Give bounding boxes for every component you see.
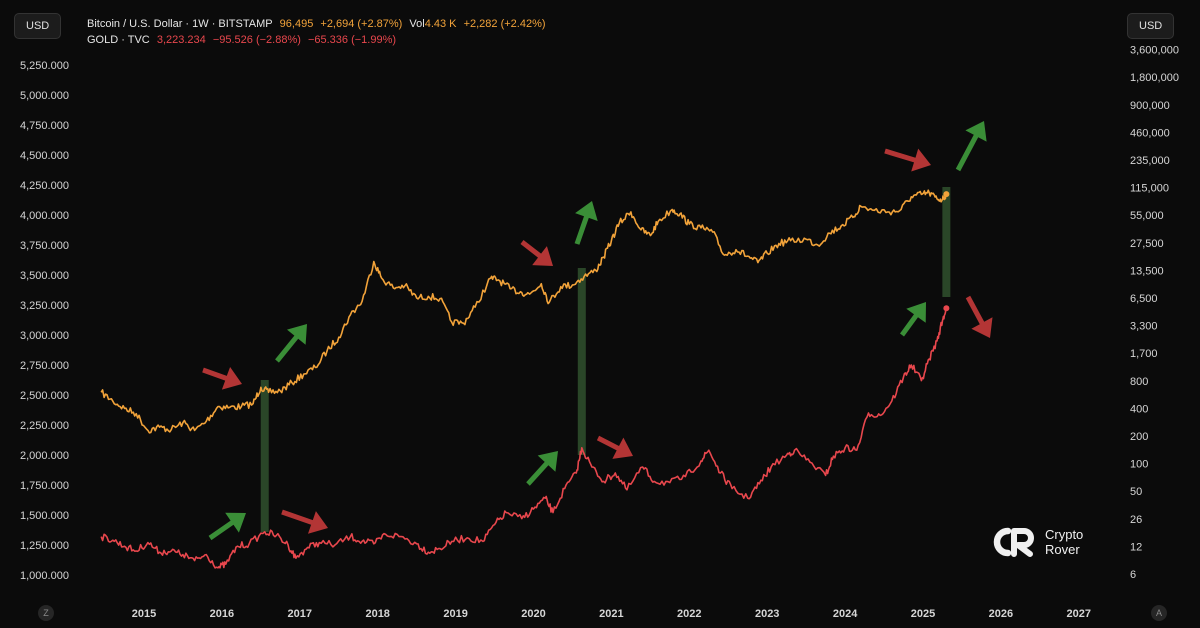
volume-value: 4.43 K xyxy=(424,18,457,30)
right-axis-tick-label: 100 xyxy=(1130,459,1148,471)
left-axis-tick-label: 1,000.000 xyxy=(20,570,69,582)
time-axis-tick-label: 2020 xyxy=(521,608,545,620)
left-price-axis: 1,000.000 1,250.000 1,500.000 1,750.000 2,00… xyxy=(20,60,69,582)
left-axis-tick-label: 2,750.000 xyxy=(20,360,69,372)
series-lines xyxy=(100,189,950,569)
left-axis-tick-label: 3,000.000 xyxy=(20,330,69,342)
legend-btc[interactable]: Bitcoin / U.S. Dollar · 1W · BITSTAMP 96… xyxy=(87,16,550,32)
left-axis-tick-label: 2,500.000 xyxy=(20,390,69,402)
right-axis-tick-label: 6,500 xyxy=(1130,293,1158,305)
btc-change: +2,694 (+2.87%) xyxy=(320,18,403,30)
right-axis-tick-label: 800 xyxy=(1130,376,1148,388)
time-axis-tick-label: 2015 xyxy=(132,608,156,620)
time-axis-tick-label: 2018 xyxy=(365,608,389,620)
gold-last-price-dot xyxy=(943,305,950,312)
left-axis-tick-label: 3,250.000 xyxy=(20,300,69,312)
left-axis-tick-label: 3,500.000 xyxy=(20,270,69,282)
time-axis-tick-label: 2027 xyxy=(1067,608,1091,620)
volume-label: Vol xyxy=(409,18,425,30)
left-axis-tick-label: 1,500.000 xyxy=(20,510,69,522)
right-axis-tick-label: 50 xyxy=(1130,486,1142,498)
left-axis-tick-label: 1,250.000 xyxy=(20,540,69,552)
green-arrow-icon xyxy=(526,451,558,486)
left-axis-tick-label: 2,000.000 xyxy=(20,450,69,462)
time-axis-tick-label: 2023 xyxy=(755,608,779,620)
zoom-toggle-button[interactable]: Z xyxy=(38,605,54,621)
green-arrow-icon xyxy=(574,201,598,245)
bitcoin-price-line xyxy=(100,189,948,434)
highlight-bar xyxy=(577,268,586,455)
left-axis-tick-label: 1,750.000 xyxy=(20,480,69,492)
bitcoin-last-price-dot xyxy=(943,191,950,198)
btc-symbol-name: Bitcoin / U.S. Dollar · 1W · BITSTAMP xyxy=(87,18,273,30)
red-arrow-icon xyxy=(884,148,931,172)
right-axis-tick-label: 12 xyxy=(1130,541,1142,553)
red-arrow-icon xyxy=(520,240,553,266)
right-price-axis: 6 12 26 50 100 200 400 800 1,700 3,300 6,500 13,500… xyxy=(1130,45,1179,581)
right-axis-tick-label: 900,000 xyxy=(1130,100,1170,112)
green-arrow-icon xyxy=(955,121,987,172)
left-axis-tick-label: 5,250.000 xyxy=(20,60,69,72)
highlight-bars xyxy=(260,187,951,532)
red-arrow-icon xyxy=(965,295,993,338)
left-axis-tick-label: 4,000.000 xyxy=(20,210,69,222)
left-axis-tick-label: 5,000.000 xyxy=(20,90,69,102)
watermark-text: Crypto Rover xyxy=(1045,527,1083,557)
right-axis-tick-label: 27,500 xyxy=(1130,238,1164,250)
crypto-rover-watermark: Crypto Rover xyxy=(992,527,1083,557)
green-arrow-icon xyxy=(275,324,307,363)
highlight-bar xyxy=(260,380,269,532)
red-arrow-icon xyxy=(596,435,633,459)
time-axis-tick-label: 2019 xyxy=(443,608,467,620)
btc-price: 96,495 xyxy=(279,18,314,30)
gold-change-secondary: −65.336 (−1.99%) xyxy=(307,34,397,46)
right-axis-tick-label: 1,800,000 xyxy=(1130,72,1179,84)
right-axis-tick-label: 115,000 xyxy=(1130,183,1169,195)
right-axis-tick-label: 235,000 xyxy=(1130,155,1170,167)
right-scale-currency-button[interactable]: USD xyxy=(1127,13,1175,39)
time-axis-tick-label: 2025 xyxy=(911,608,935,620)
right-axis-tick-label: 400 xyxy=(1130,403,1148,415)
time-axis-tick-label: 2021 xyxy=(599,608,623,620)
legend-gold[interactable]: GOLD · TVC 3,223.234 −95.526 (−2.88%) −6… xyxy=(87,32,550,48)
left-axis-tick-label: 3,750.000 xyxy=(20,240,69,252)
left-axis-tick-label: 2,250.000 xyxy=(20,420,69,432)
right-axis-tick-label: 55,000 xyxy=(1130,210,1164,222)
right-axis-tick-label: 6 xyxy=(1130,569,1136,581)
green-arrow-icon xyxy=(208,512,246,541)
auto-scale-button[interactable]: A xyxy=(1151,605,1167,621)
left-axis-tick-label: 4,500.000 xyxy=(20,150,69,162)
gold-price-line xyxy=(100,307,947,569)
left-scale-currency-button[interactable]: USD xyxy=(14,13,62,39)
watermark-line-2: Rover xyxy=(1045,542,1080,557)
right-axis-tick-label: 26 xyxy=(1130,514,1142,526)
green-arrow-icon xyxy=(900,302,926,337)
gold-price: 3,223.234 xyxy=(156,34,206,46)
time-axis-tick-label: 2024 xyxy=(833,608,858,620)
right-axis-tick-label: 200 xyxy=(1130,431,1148,443)
watermark-line-1: Crypto xyxy=(1045,527,1084,542)
right-axis-tick-label: 3,600,000 xyxy=(1130,45,1179,57)
left-axis-tick-label: 4,250.000 xyxy=(20,180,69,192)
time-axis: 2015 2016 2017 2018 2019 2020 2021 2022 2023 2024… xyxy=(132,608,1091,620)
highlight-bar xyxy=(942,187,951,297)
gold-change: −95.526 (−2.88%) xyxy=(212,34,301,46)
right-axis-tick-label: 1,700 xyxy=(1130,348,1158,360)
time-axis-tick-label: 2016 xyxy=(210,608,234,620)
volume-change: +2,282 (+2.42%) xyxy=(463,18,546,30)
right-axis-tick-label: 460,000 xyxy=(1130,127,1170,139)
chart-legend: Bitcoin / U.S. Dollar · 1W · BITSTAMP 96… xyxy=(87,16,550,48)
time-axis-tick-label: 2022 xyxy=(677,608,701,620)
left-axis-tick-label: 4,750.000 xyxy=(20,120,69,132)
time-axis-tick-label: 2026 xyxy=(989,608,1013,620)
crypto-rover-logo-icon xyxy=(993,527,1034,557)
gold-symbol-name: GOLD · TVC xyxy=(87,34,150,46)
right-axis-tick-label: 3,300 xyxy=(1130,321,1158,333)
annotation-arrows xyxy=(202,121,993,541)
red-arrow-icon xyxy=(202,367,242,390)
red-arrow-icon xyxy=(281,509,328,534)
time-axis-tick-label: 2017 xyxy=(288,608,312,620)
right-axis-tick-label: 13,500 xyxy=(1130,265,1164,277)
